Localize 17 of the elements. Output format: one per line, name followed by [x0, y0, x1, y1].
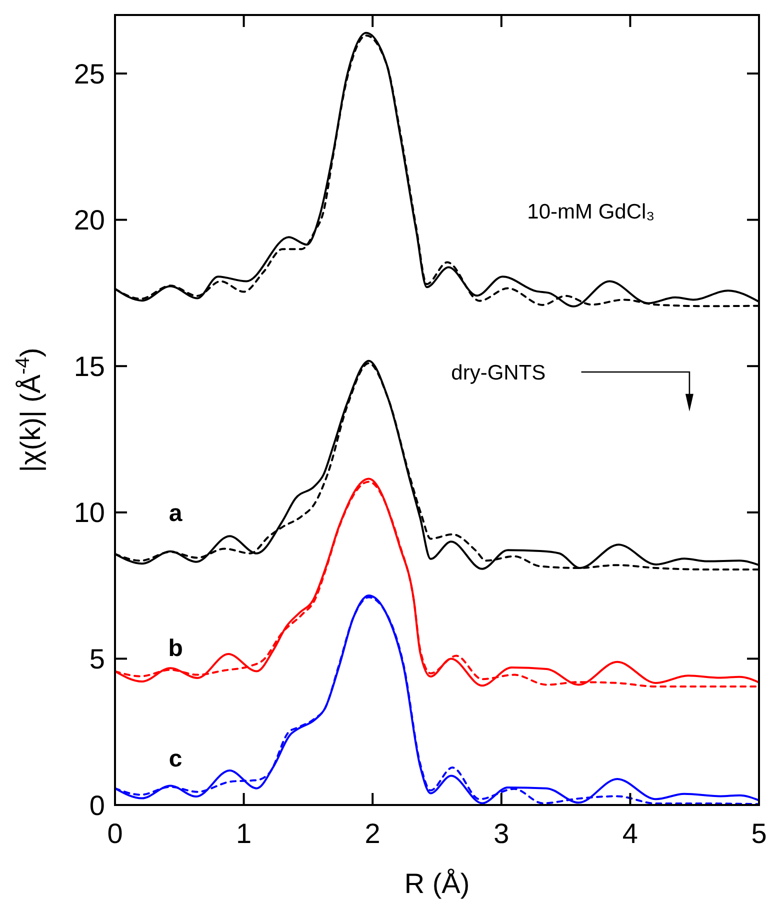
series-label: c	[168, 746, 182, 773]
series-label: b	[168, 634, 183, 662]
y-tick-label: 25	[74, 58, 105, 90]
x-axis-title: R (Å)	[404, 868, 470, 899]
x-tick-label: 1	[236, 818, 252, 849]
text: 10-mM GdCl₃	[527, 200, 655, 224]
annotation: dry-GNTS	[451, 361, 546, 384]
x-tick-label: 4	[622, 818, 638, 849]
y-tick-label: 20	[74, 204, 105, 236]
x-tick-label: 2	[364, 818, 380, 849]
x-tick-label: 5	[751, 818, 767, 849]
y-tick-label: 15	[74, 350, 105, 382]
y-tick-label: 10	[74, 497, 105, 528]
x-tick-label: 3	[494, 818, 510, 849]
y-tick-label: 0	[89, 790, 105, 821]
series-label: a	[168, 500, 183, 527]
y-tick-label: 5	[89, 644, 105, 675]
